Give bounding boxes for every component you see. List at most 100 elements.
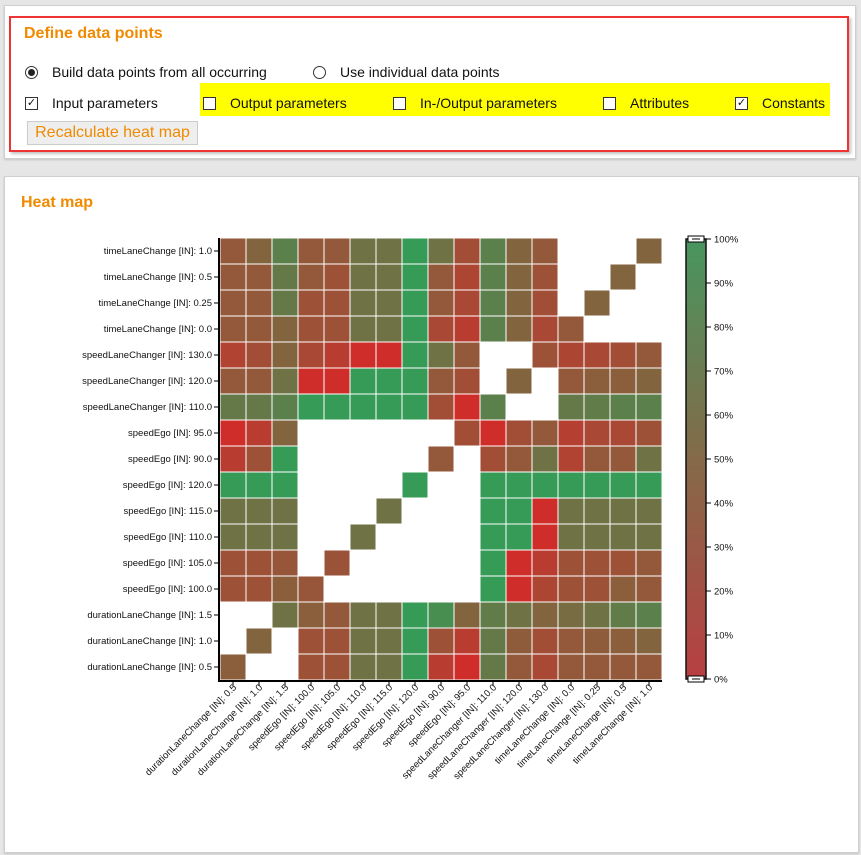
heat-cell[interactable] bbox=[297, 289, 325, 317]
heat-cell[interactable] bbox=[427, 289, 455, 317]
heat-cell[interactable] bbox=[479, 601, 507, 629]
heat-cell[interactable] bbox=[219, 367, 247, 395]
heat-cell[interactable] bbox=[453, 419, 481, 447]
heat-cell[interactable] bbox=[557, 627, 585, 655]
heat-cell[interactable] bbox=[245, 523, 273, 551]
heat-cell[interactable] bbox=[531, 471, 559, 499]
heat-cell[interactable] bbox=[531, 419, 559, 447]
heat-cell[interactable] bbox=[297, 393, 325, 421]
heat-cell[interactable] bbox=[271, 263, 299, 291]
checkbox-inout-parameters[interactable]: In-/Output parameters bbox=[393, 95, 557, 111]
heat-cell[interactable] bbox=[531, 315, 559, 343]
heat-cell[interactable] bbox=[479, 523, 507, 551]
heat-cell[interactable] bbox=[505, 471, 533, 499]
heat-cell[interactable] bbox=[271, 575, 299, 603]
heat-cell[interactable] bbox=[271, 289, 299, 317]
heat-cell[interactable] bbox=[271, 367, 299, 395]
heat-cell[interactable] bbox=[349, 601, 377, 629]
heat-cell[interactable] bbox=[583, 497, 611, 525]
heat-cell[interactable] bbox=[479, 471, 507, 499]
heat-cell[interactable] bbox=[505, 315, 533, 343]
heat-cell[interactable] bbox=[427, 367, 455, 395]
heat-cell[interactable] bbox=[583, 471, 611, 499]
heat-cell[interactable] bbox=[375, 237, 403, 265]
heat-cell[interactable] bbox=[531, 497, 559, 525]
heat-cell[interactable] bbox=[349, 263, 377, 291]
heat-cell[interactable] bbox=[271, 523, 299, 551]
heat-cell[interactable] bbox=[245, 263, 273, 291]
heat-cell[interactable] bbox=[375, 627, 403, 655]
heat-cell[interactable] bbox=[375, 315, 403, 343]
heat-cell[interactable] bbox=[609, 575, 637, 603]
heat-cell[interactable] bbox=[583, 289, 611, 317]
heat-cell[interactable] bbox=[401, 289, 429, 317]
heat-cell[interactable] bbox=[271, 497, 299, 525]
heat-cell[interactable] bbox=[453, 341, 481, 369]
heat-cell[interactable] bbox=[271, 471, 299, 499]
heat-cell[interactable] bbox=[557, 497, 585, 525]
heat-cell[interactable] bbox=[245, 237, 273, 265]
heat-cell[interactable] bbox=[453, 601, 481, 629]
radio-all-occurring[interactable]: Build data points from all occurring bbox=[25, 64, 267, 80]
heat-cell[interactable] bbox=[375, 367, 403, 395]
heat-cell[interactable] bbox=[609, 263, 637, 291]
heat-cell[interactable] bbox=[323, 601, 351, 629]
heat-cell[interactable] bbox=[349, 315, 377, 343]
heat-cell[interactable] bbox=[401, 627, 429, 655]
heat-cell[interactable] bbox=[323, 289, 351, 317]
heat-cell[interactable] bbox=[297, 575, 325, 603]
heat-cell[interactable] bbox=[453, 393, 481, 421]
heat-cell[interactable] bbox=[453, 653, 481, 681]
heat-cell[interactable] bbox=[349, 289, 377, 317]
heat-cell[interactable] bbox=[271, 445, 299, 473]
heat-cell[interactable] bbox=[479, 419, 507, 447]
heat-cell[interactable] bbox=[245, 549, 273, 577]
heat-cell[interactable] bbox=[375, 393, 403, 421]
heat-cell[interactable] bbox=[635, 445, 663, 473]
heat-cell[interactable] bbox=[531, 289, 559, 317]
heat-cell[interactable] bbox=[349, 627, 377, 655]
heat-cell[interactable] bbox=[505, 445, 533, 473]
heat-cell[interactable] bbox=[505, 263, 533, 291]
checkbox-unchecked-icon[interactable] bbox=[393, 96, 406, 110]
heat-cell[interactable] bbox=[219, 341, 247, 369]
heat-cell[interactable] bbox=[349, 653, 377, 681]
heat-cell[interactable] bbox=[505, 627, 533, 655]
heat-cell[interactable] bbox=[609, 445, 637, 473]
heat-cell[interactable] bbox=[271, 601, 299, 629]
heat-cell[interactable] bbox=[531, 523, 559, 551]
heat-cell[interactable] bbox=[609, 341, 637, 369]
heat-cell[interactable] bbox=[635, 367, 663, 395]
heat-cell[interactable] bbox=[245, 419, 273, 447]
heat-cell[interactable] bbox=[609, 419, 637, 447]
heat-cell[interactable] bbox=[609, 497, 637, 525]
heat-cell[interactable] bbox=[401, 471, 429, 499]
heat-cell[interactable] bbox=[245, 289, 273, 317]
heat-cell[interactable] bbox=[531, 549, 559, 577]
heat-cell[interactable] bbox=[583, 653, 611, 681]
heat-cell[interactable] bbox=[323, 315, 351, 343]
heat-cell[interactable] bbox=[323, 627, 351, 655]
heat-cell[interactable] bbox=[219, 315, 247, 343]
heat-cell[interactable] bbox=[635, 627, 663, 655]
heat-cell[interactable] bbox=[297, 237, 325, 265]
heat-cell[interactable] bbox=[401, 315, 429, 343]
heat-cell[interactable] bbox=[583, 445, 611, 473]
heat-cell[interactable] bbox=[401, 263, 429, 291]
heat-cell[interactable] bbox=[297, 263, 325, 291]
heat-cell[interactable] bbox=[375, 341, 403, 369]
heat-cell[interactable] bbox=[323, 263, 351, 291]
radio-individual[interactable]: Use individual data points bbox=[313, 64, 500, 80]
heat-cell[interactable] bbox=[479, 263, 507, 291]
heat-cell[interactable] bbox=[635, 497, 663, 525]
heat-cell[interactable] bbox=[453, 263, 481, 291]
heat-cell[interactable] bbox=[505, 549, 533, 577]
heat-cell[interactable] bbox=[245, 575, 273, 603]
heat-cell[interactable] bbox=[427, 263, 455, 291]
heat-cell[interactable] bbox=[479, 653, 507, 681]
heat-cell[interactable] bbox=[219, 653, 247, 681]
heat-cell[interactable] bbox=[427, 341, 455, 369]
heat-cell[interactable] bbox=[557, 393, 585, 421]
heat-cell[interactable] bbox=[271, 237, 299, 265]
heat-cell[interactable] bbox=[245, 445, 273, 473]
